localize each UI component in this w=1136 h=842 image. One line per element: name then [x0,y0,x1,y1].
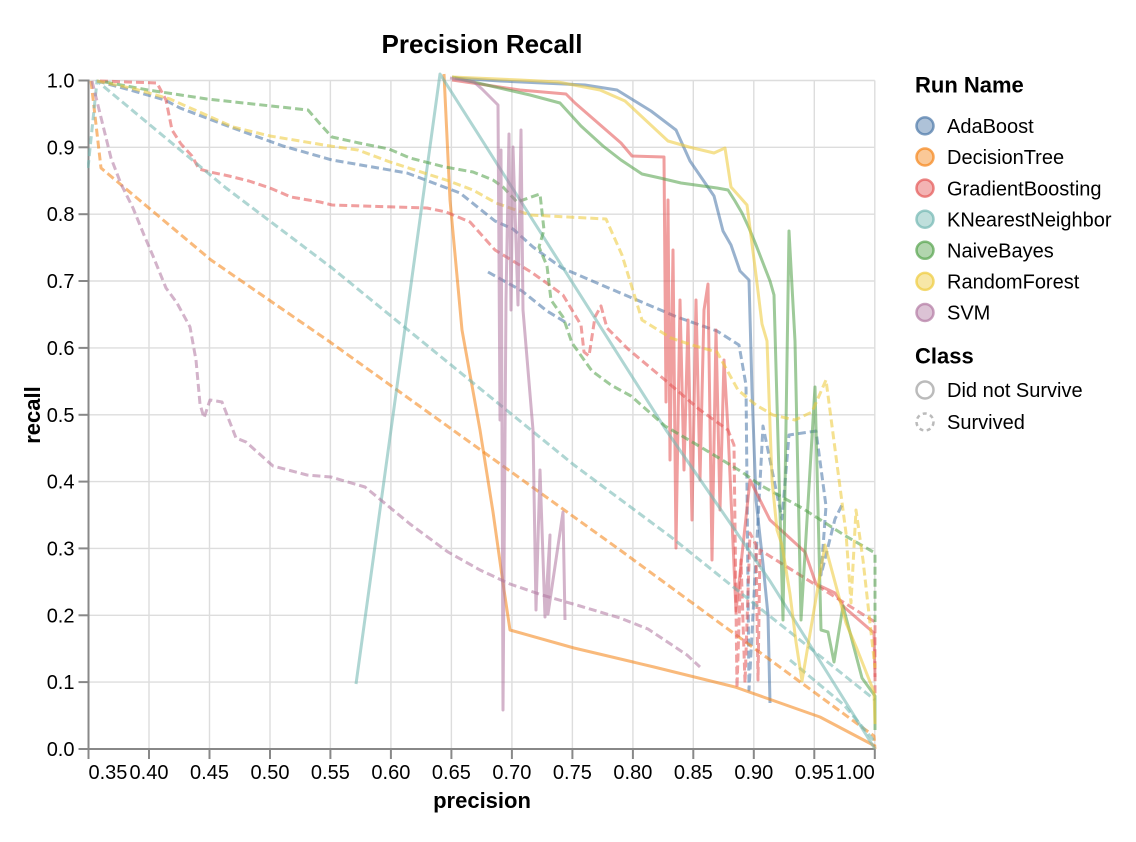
svg-text:0.40: 0.40 [130,762,169,784]
svg-text:precision: precision [433,788,531,813]
svg-text:Did not Survive: Did not Survive [947,380,1083,402]
svg-text:DecisionTree: DecisionTree [947,147,1064,169]
svg-text:0.50: 0.50 [251,762,290,784]
svg-text:0.9: 0.9 [47,137,75,159]
svg-text:0.3: 0.3 [47,538,75,560]
svg-text:0.90: 0.90 [734,762,773,784]
svg-text:0.7: 0.7 [47,271,75,293]
svg-text:AdaBoost: AdaBoost [947,116,1034,138]
svg-text:0.8: 0.8 [47,204,75,226]
svg-text:GradientBoosting: GradientBoosting [947,178,1102,200]
svg-text:0.80: 0.80 [613,762,652,784]
svg-text:Survived: Survived [947,412,1025,434]
svg-text:0.5: 0.5 [47,405,75,427]
svg-text:0.65: 0.65 [432,762,471,784]
svg-text:0.1: 0.1 [47,672,75,694]
svg-text:0.2: 0.2 [47,605,75,627]
svg-text:KNearestNeighbor: KNearestNeighbor [947,209,1112,231]
svg-text:Class: Class [915,344,974,369]
svg-text:0.95: 0.95 [795,762,834,784]
svg-text:Run Name: Run Name [915,73,1024,98]
svg-text:0.45: 0.45 [190,762,229,784]
svg-text:Precision Recall: Precision Recall [382,29,583,59]
svg-text:0.0: 0.0 [47,739,75,761]
svg-text:0.70: 0.70 [492,762,531,784]
svg-text:0.85: 0.85 [674,762,713,784]
svg-text:recall: recall [20,386,45,444]
svg-text:0.4: 0.4 [47,472,75,494]
svg-text:0.55: 0.55 [311,762,350,784]
svg-text:SVM: SVM [947,303,990,325]
svg-text:1.0: 1.0 [47,71,75,93]
svg-text:RandomForest: RandomForest [947,272,1080,294]
svg-text:0.75: 0.75 [553,762,592,784]
svg-text:0.6: 0.6 [47,338,75,360]
svg-text:NaiveBayes: NaiveBayes [947,241,1054,263]
svg-text:1.00: 1.00 [836,762,875,784]
svg-text:0.60: 0.60 [371,762,410,784]
svg-text:0.35: 0.35 [89,762,128,784]
